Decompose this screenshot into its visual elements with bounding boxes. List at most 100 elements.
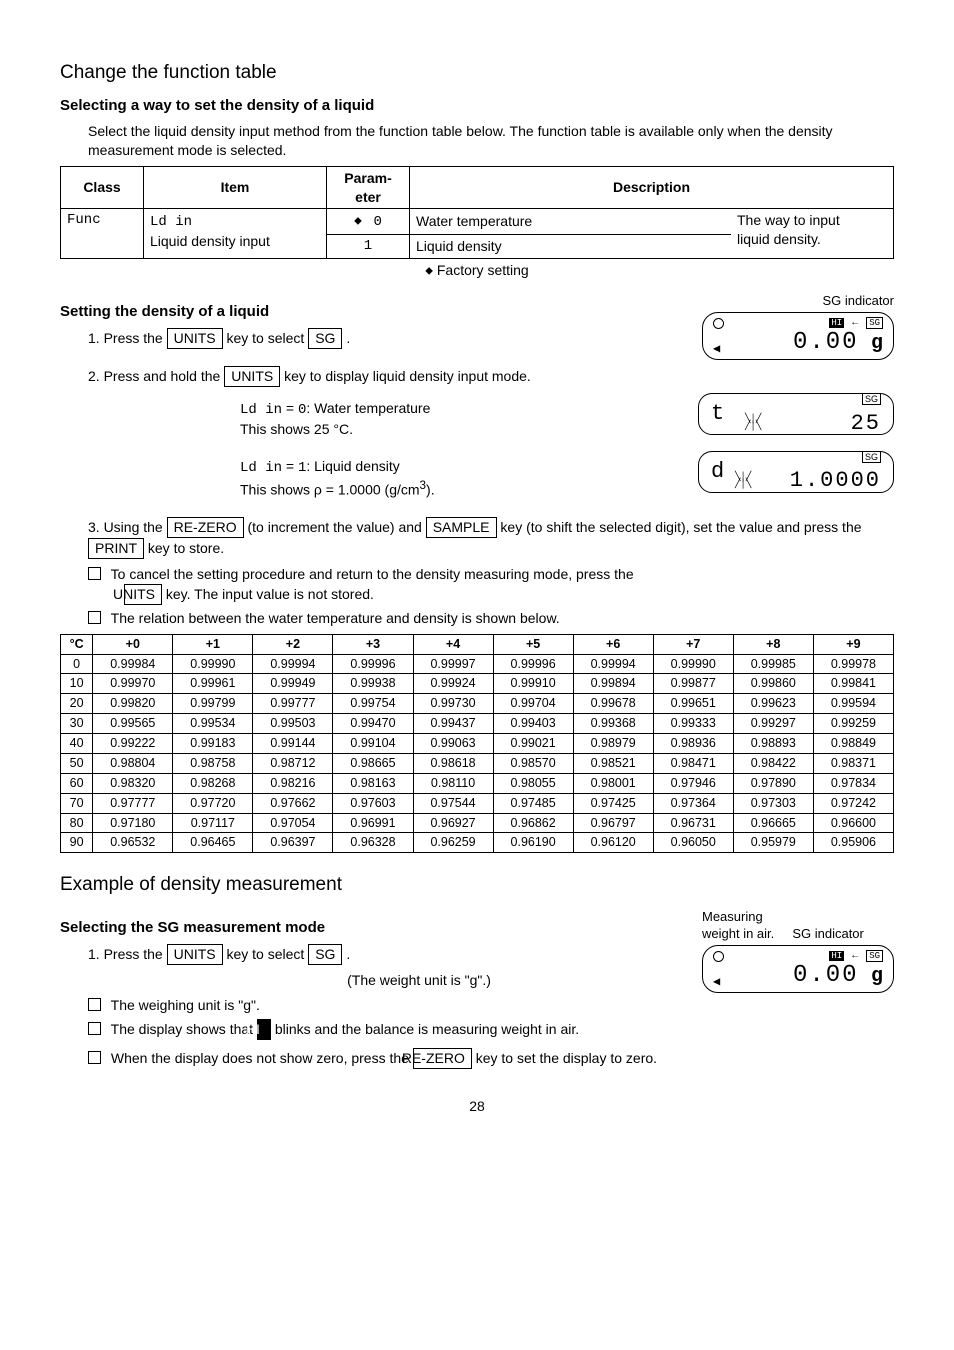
cell: 0.98371 xyxy=(813,753,893,773)
cell: 0.95979 xyxy=(733,833,813,853)
text: When the display does not show zero, pre… xyxy=(111,1050,413,1066)
table-row: 200.998200.997990.997770.997540.997300.9… xyxy=(61,694,894,714)
rezero-key: RE-ZERO xyxy=(413,1048,472,1069)
cell: 0.99894 xyxy=(573,674,653,694)
cell: 0.99985 xyxy=(733,654,813,674)
cell: 40 xyxy=(61,734,93,754)
text: key to select xyxy=(226,330,308,346)
step-2: 2. Press and hold the UNITS key to displ… xyxy=(88,366,894,387)
factory-note: ◆ Factory setting xyxy=(60,261,894,280)
stable-icon xyxy=(713,951,724,962)
cell: 0.96397 xyxy=(253,833,333,853)
check-relation: The relation between the water temperatu… xyxy=(88,609,894,628)
cell: 0.99994 xyxy=(573,654,653,674)
checkbox-icon xyxy=(88,567,101,580)
stable-icon xyxy=(713,318,724,329)
cell: 0.97054 xyxy=(253,813,333,833)
cell: 0.97890 xyxy=(733,773,813,793)
lcd-display: HI ← SG ◀ 0.00 g xyxy=(702,945,894,994)
cell: 0.97603 xyxy=(333,793,413,813)
cell: 0.99183 xyxy=(173,734,253,754)
cell: 0.99368 xyxy=(573,714,653,734)
cell: 0.99063 xyxy=(413,734,493,754)
text: key to display liquid density input mode… xyxy=(284,368,531,384)
th-class: Class xyxy=(61,166,144,209)
th-item: Item xyxy=(144,166,327,209)
th: +2 xyxy=(253,634,333,654)
cell: 0.99910 xyxy=(493,674,573,694)
triangle-icon: ◀ xyxy=(713,974,720,990)
sg-key: SG xyxy=(308,944,342,965)
check-hi: The display shows that HI blinks and the… xyxy=(88,1019,678,1040)
checkbox-icon xyxy=(88,998,101,1011)
weight-unit-note: (The weight unit is "g".) xyxy=(160,971,678,990)
lcd-left: d xyxy=(711,457,726,487)
text: . xyxy=(346,946,350,962)
paragraph: Select the liquid density input method f… xyxy=(88,122,894,160)
hi-icon: HI xyxy=(829,951,844,961)
text: The weighing unit is "g". xyxy=(111,997,260,1013)
cell: 0.97425 xyxy=(573,793,653,813)
table-row: 600.983200.982680.982160.981630.981100.9… xyxy=(61,773,894,793)
print-key: PRINT xyxy=(88,538,144,559)
text: Measuring xyxy=(702,909,763,924)
text: 1. Press the xyxy=(88,946,167,962)
sg-icon: SG xyxy=(862,393,881,405)
text: To cancel the setting procedure and retu… xyxy=(111,566,634,582)
lcd-display: HI ← SG ◀ 0.00 g xyxy=(702,312,894,361)
param-val: 0 xyxy=(373,214,381,230)
cell: 0.99565 xyxy=(93,714,173,734)
cell: 0.99841 xyxy=(813,674,893,694)
cell: 0.98979 xyxy=(573,734,653,754)
text: SG indicator xyxy=(792,926,864,941)
cell-class: Func xyxy=(61,209,144,259)
cell: 0.98422 xyxy=(733,753,813,773)
cell: 0.96050 xyxy=(653,833,733,853)
cell: 0.99594 xyxy=(813,694,893,714)
cell: 0 xyxy=(61,654,93,674)
cell: 0.99860 xyxy=(733,674,813,694)
cell: 0.99949 xyxy=(253,674,333,694)
cell: 0.97777 xyxy=(93,793,173,813)
th: +6 xyxy=(573,634,653,654)
cell: 0.97485 xyxy=(493,793,573,813)
th: +0 xyxy=(93,634,173,654)
checkbox-icon xyxy=(88,611,101,624)
lcd-panel-2: Measuring weight in air. SG indicator HI… xyxy=(702,908,894,994)
text: key (to shift the selected digit), set t… xyxy=(500,519,861,535)
cell: 0.98163 xyxy=(333,773,413,793)
hi-icon: HI xyxy=(829,318,844,328)
cell: 0.95906 xyxy=(813,833,893,853)
text: This shows 25 °C. xyxy=(240,421,353,437)
function-table: Class Item Param- eter Description Func … xyxy=(60,166,894,260)
cell: 0.99990 xyxy=(173,654,253,674)
cell: 0.98110 xyxy=(413,773,493,793)
units-key: UNITS xyxy=(167,328,223,349)
cell: 0.96532 xyxy=(93,833,173,853)
cell: 70 xyxy=(61,793,93,813)
cell-param0: ◆ 0 xyxy=(327,209,410,235)
cell: 0.99021 xyxy=(493,734,573,754)
th: +1 xyxy=(173,634,253,654)
cell-desc1: Liquid density xyxy=(410,235,732,259)
text: 3. Using the xyxy=(88,519,167,535)
sample-key: SAMPLE xyxy=(426,517,497,538)
units-key: UNITS xyxy=(124,584,162,605)
check-zero: When the display does not show zero, pre… xyxy=(88,1048,894,1069)
text: ). xyxy=(426,481,435,497)
cell: 0.99990 xyxy=(653,654,733,674)
cell: 0.99259 xyxy=(813,714,893,734)
cell: 60 xyxy=(61,773,93,793)
checkbox-icon xyxy=(88,1051,101,1064)
cell: 0.99938 xyxy=(333,674,413,694)
cell: 0.98216 xyxy=(253,773,333,793)
cell: 0.96259 xyxy=(413,833,493,853)
th: +9 xyxy=(813,634,893,654)
cell: 0.97946 xyxy=(653,773,733,793)
subheading: Selecting a way to set the density of a … xyxy=(60,96,894,116)
cell: 80 xyxy=(61,813,93,833)
density-table: °C+0+1+2+3+4+5+6+7+8+9 00.999840.999900.… xyxy=(60,634,894,854)
cell: 0.97117 xyxy=(173,813,253,833)
text: key. The input value is not stored. xyxy=(166,586,374,602)
cell: 0.99651 xyxy=(653,694,733,714)
